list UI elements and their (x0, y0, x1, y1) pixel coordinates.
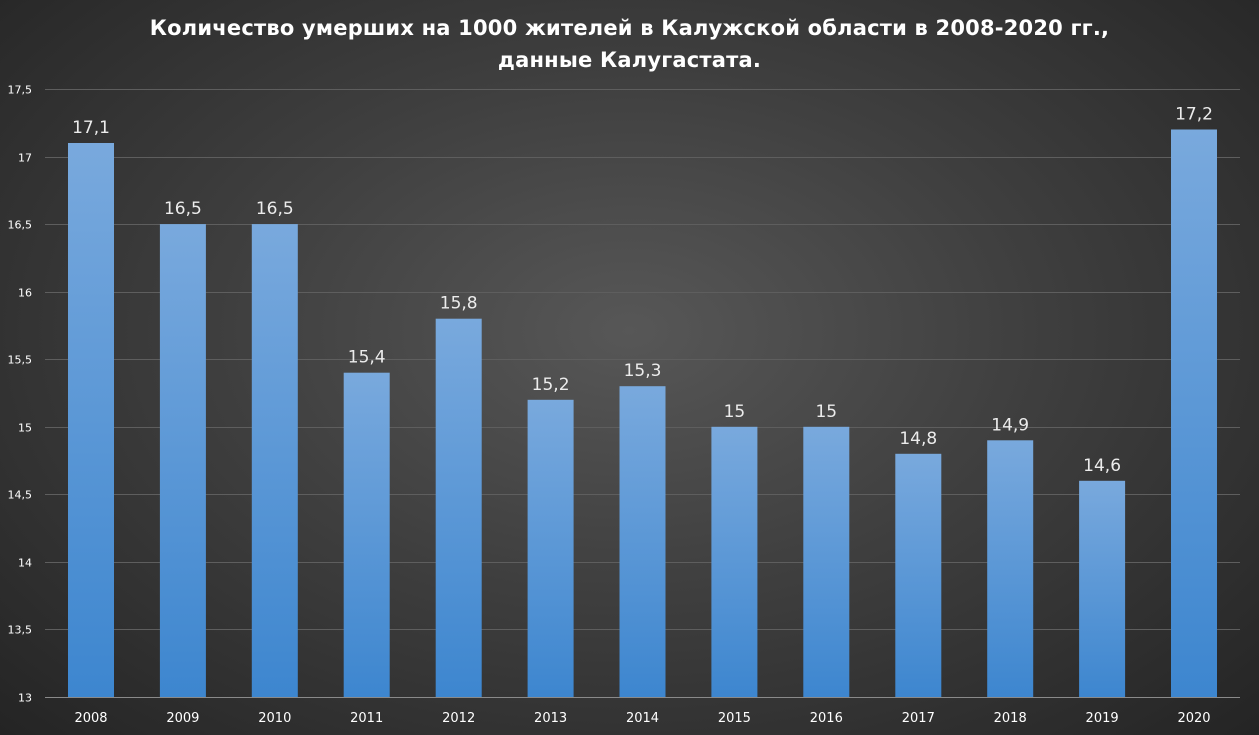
y-tick-label: 14 (18, 557, 32, 570)
x-tick-label-2020: 2020 (1177, 711, 1210, 726)
data-label-2011: 15,4 (348, 348, 386, 368)
bar-2014 (619, 386, 666, 697)
y-tick-label: 17 (18, 152, 32, 165)
bar-2017 (895, 453, 942, 697)
data-label-2013: 15,2 (532, 375, 570, 395)
data-label-2017: 14,8 (899, 429, 937, 449)
x-tick-label-2017: 2017 (902, 711, 935, 726)
y-tick-label: 16 (18, 287, 32, 300)
chart-title-line-2: данные Калугастата. (497, 48, 762, 72)
x-tick-label-2013: 2013 (534, 711, 567, 726)
y-tick-label: 16,5 (8, 219, 33, 232)
x-tick-label-2010: 2010 (258, 711, 291, 726)
y-tick-label: 15 (18, 422, 32, 435)
x-tick-label-2008: 2008 (74, 711, 107, 726)
bar-2008 (68, 143, 114, 697)
bar-2020 (1171, 129, 1217, 697)
x-tick-label-2018: 2018 (994, 711, 1027, 726)
y-tick-label: 17,5 (8, 84, 33, 97)
data-label-2008: 17,1 (72, 118, 110, 138)
y-tick-label: 14,5 (8, 489, 33, 502)
x-tick-label-2012: 2012 (442, 711, 475, 726)
bar-2016 (803, 426, 850, 697)
y-tick-label: 13,5 (8, 624, 33, 637)
bar-2010 (251, 224, 298, 697)
x-axis-ticks: 2008 2009 2010 2011 2012 2013 2014 2015 2016 2017… (74, 711, 1210, 726)
bars (68, 129, 1217, 697)
x-tick-label-2011: 2011 (350, 711, 383, 726)
data-labels: 17,1 16,5 16,5 15,4 15,8 15,2 15,3 15 15 14,8 14,9… (72, 105, 1213, 476)
bar-2019 (1079, 480, 1126, 697)
data-label-2016: 15 (815, 402, 837, 422)
bar-2018 (987, 440, 1034, 697)
bar-2009 (159, 224, 206, 697)
bar-2015 (711, 426, 758, 697)
chart-title: Количество умерших на 1000 жителей в Кал… (0, 12, 1259, 76)
data-label-2019: 14,6 (1083, 456, 1121, 476)
data-label-2012: 15,8 (440, 294, 478, 314)
bar-2011 (343, 372, 390, 697)
x-tick-label-2016: 2016 (810, 711, 843, 726)
data-label-2018: 14,9 (991, 415, 1029, 435)
y-axis-ticks: 13 13,5 14 14,5 15 15,5 16 16,5 17 17,5 (8, 84, 33, 705)
data-label-2009: 16,5 (164, 199, 202, 219)
data-label-2015: 15 (724, 402, 746, 422)
data-label-2020: 17,2 (1175, 105, 1213, 125)
x-tick-label-2015: 2015 (718, 711, 751, 726)
data-label-2010: 16,5 (256, 199, 294, 219)
y-tick-label: 13 (18, 692, 32, 705)
chart-title-line-1: Количество умерших на 1000 жителей в Кал… (149, 16, 1110, 40)
bar-2013 (527, 399, 574, 697)
x-tick-label-2019: 2019 (1086, 711, 1119, 726)
x-tick-label-2014: 2014 (626, 711, 659, 726)
bar-2012 (435, 318, 482, 697)
data-label-2014: 15,3 (624, 361, 662, 381)
y-tick-label: 15,5 (8, 354, 33, 367)
x-tick-label-2009: 2009 (166, 711, 199, 726)
